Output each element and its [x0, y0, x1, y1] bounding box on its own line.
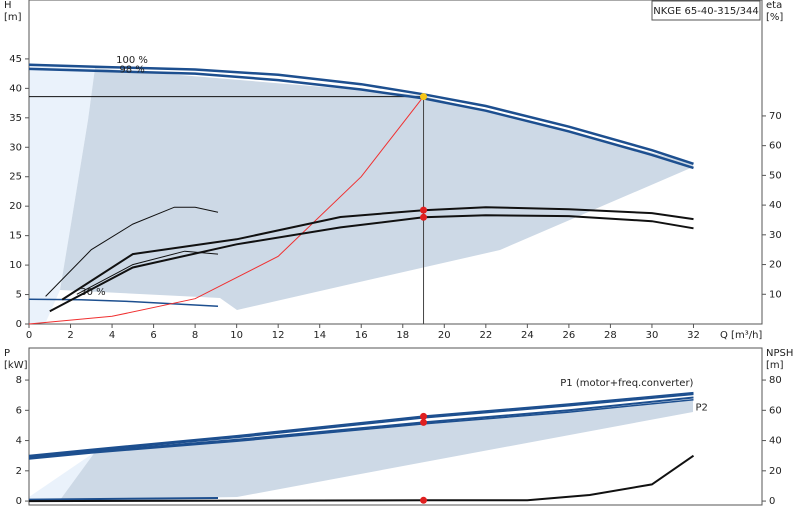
- curve-label: 100 %: [116, 55, 148, 66]
- y2-tick-label: 0: [769, 496, 775, 507]
- x-tick-label: 22: [479, 330, 492, 341]
- title-box: [651, 0, 761, 21]
- y-tick-label: 30: [9, 142, 22, 153]
- operating-point: [420, 213, 428, 221]
- y2-tick-label: 50: [769, 170, 782, 181]
- y-axis-label: [m]: [4, 12, 22, 23]
- operating-point: [420, 412, 428, 420]
- y2-tick-label: 60: [769, 141, 782, 152]
- y-tick-label: 2: [16, 466, 22, 477]
- plot-frame: [28, 0, 763, 325]
- x-tick-label: 30: [646, 330, 659, 341]
- curve: [28, 67, 694, 170]
- y-axis-label: [kW]: [4, 360, 28, 371]
- plot-frame: [28, 347, 763, 506]
- x-tick-label: 2: [67, 330, 73, 341]
- operating-point: [420, 418, 428, 426]
- range-light: [29, 63, 95, 324]
- curve: [28, 398, 694, 460]
- x-tick-label: 24: [521, 330, 534, 341]
- curve: [28, 454, 695, 503]
- y-tick-label: 4: [16, 436, 22, 447]
- x-tick-label: 4: [109, 330, 115, 341]
- curve: [28, 393, 694, 458]
- y2-axis-label: [%]: [766, 12, 783, 23]
- curve-label: P1 (motor+freq.converter): [560, 378, 693, 389]
- curve-label: 98 %: [119, 64, 144, 75]
- y-tick-label: 0: [16, 319, 22, 330]
- x-tick-label: 16: [355, 330, 368, 341]
- x-tick-label: 20: [438, 330, 451, 341]
- curve: [28, 497, 219, 501]
- range-area: [60, 68, 693, 310]
- y2-axis-label: NPSH: [766, 348, 793, 359]
- x-tick-label: 28: [604, 330, 617, 341]
- x-tick-label: 18: [396, 330, 409, 341]
- y-tick-label: 40: [9, 83, 22, 94]
- y2-tick-label: 20: [769, 260, 782, 271]
- range-area: [60, 400, 693, 500]
- x-tick-label: 10: [230, 330, 243, 341]
- x-axis-label: Q [m³/h]: [720, 330, 762, 341]
- operating-point: [420, 496, 428, 504]
- curve: [28, 63, 694, 165]
- y2-tick-label: 80: [769, 375, 782, 386]
- y-tick-label: 45: [9, 54, 22, 65]
- y2-axis-label: eta: [766, 0, 782, 11]
- chart-title: NKGE 65-40-315/344: [653, 6, 759, 17]
- y2-tick-label: 30: [769, 230, 782, 241]
- x-tick-label: 0: [26, 330, 32, 341]
- x-tick-label: 26: [563, 330, 576, 341]
- y-tick-label: 15: [9, 231, 22, 242]
- y-tick-label: 10: [9, 260, 22, 271]
- curve-label: 30 %: [80, 287, 105, 298]
- x-tick-label: 12: [272, 330, 285, 341]
- y2-tick-label: 20: [769, 466, 782, 477]
- x-tick-label: 6: [150, 330, 156, 341]
- range-light: [29, 452, 95, 501]
- y-tick-label: 35: [9, 113, 22, 124]
- y-tick-label: 20: [9, 201, 22, 212]
- x-tick-label: 8: [192, 330, 198, 341]
- y-axis-label: P: [4, 348, 10, 359]
- curve: [28, 391, 694, 457]
- y-tick-label: 8: [16, 375, 22, 386]
- y2-tick-label: 10: [769, 289, 782, 300]
- y-tick-label: 6: [16, 405, 22, 416]
- curve-label: P2: [695, 402, 707, 413]
- y-tick-label: 0: [16, 496, 22, 507]
- y-axis-label: H: [4, 0, 12, 11]
- operating-point: [420, 206, 428, 214]
- y-tick-label: 25: [9, 172, 22, 183]
- y2-tick-label: 70: [769, 111, 782, 122]
- y2-tick-label: 40: [769, 436, 782, 447]
- x-tick-label: 14: [313, 330, 326, 341]
- curve: [28, 396, 694, 459]
- y-tick-label: 5: [16, 290, 22, 301]
- operating-point: [420, 93, 428, 101]
- y2-axis-label: [m]: [766, 360, 784, 371]
- curve: [45, 206, 219, 297]
- y2-tick-label: 60: [769, 405, 782, 416]
- curve: [28, 298, 219, 308]
- y2-tick-label: 40: [769, 200, 782, 211]
- x-tick-label: 32: [687, 330, 700, 341]
- curve: [76, 250, 219, 295]
- curve: [28, 96, 424, 325]
